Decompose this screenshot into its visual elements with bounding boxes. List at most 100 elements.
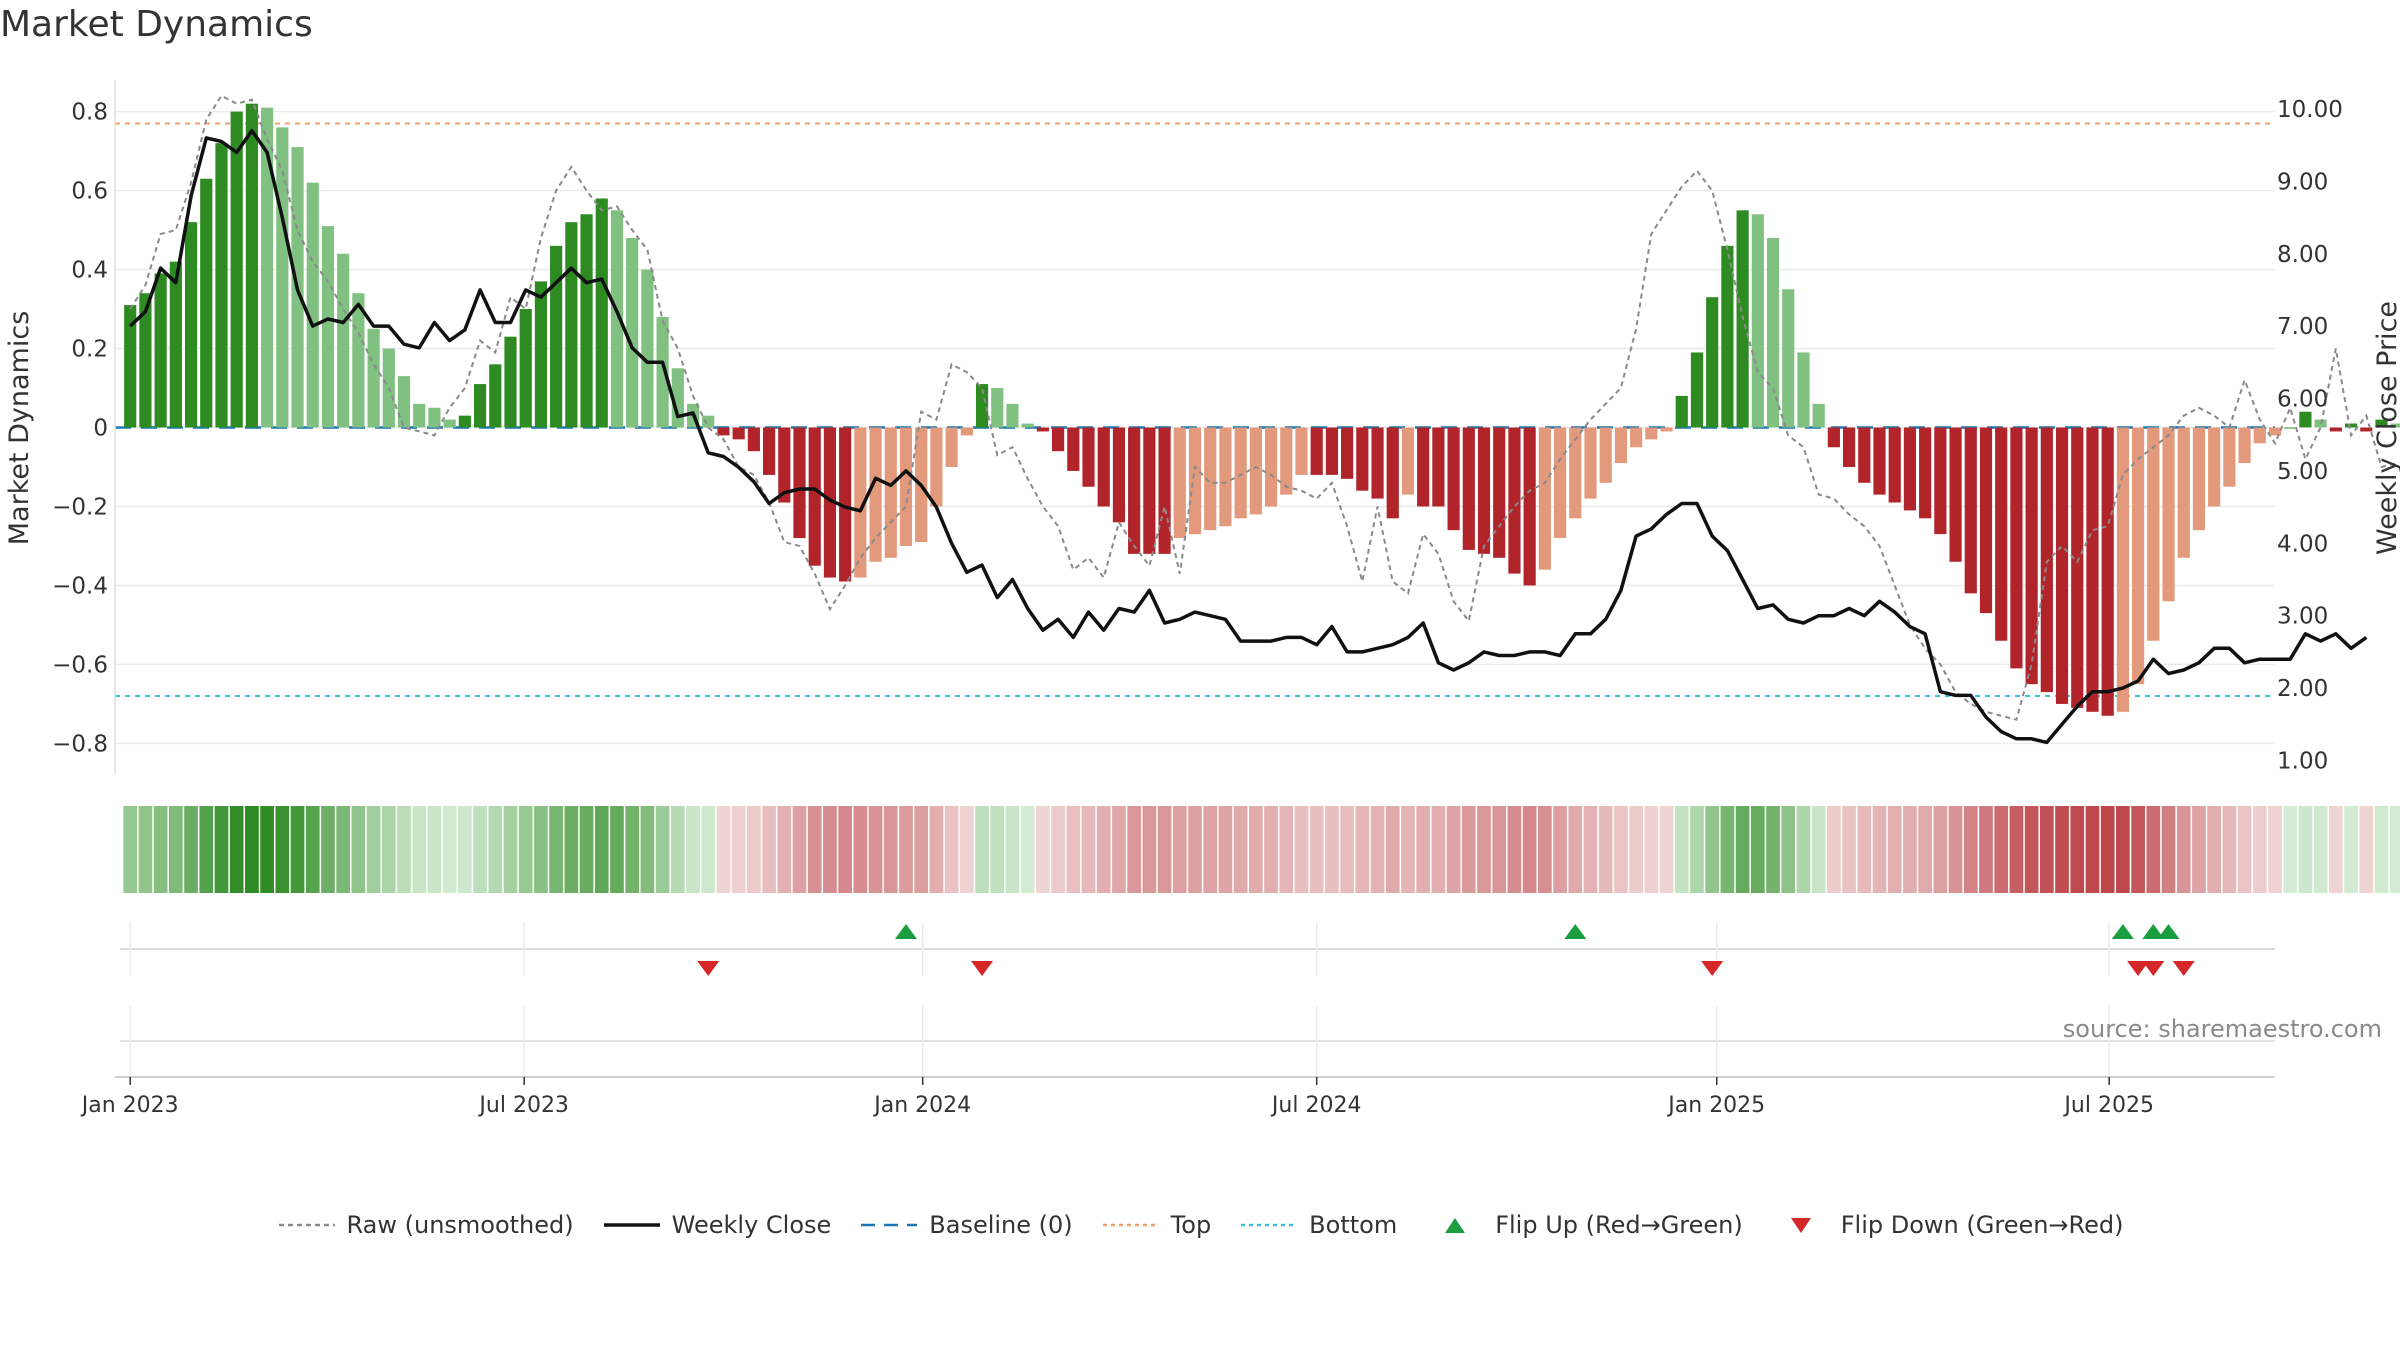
dynamics-bar: [702, 415, 715, 428]
heat-cell: [2222, 806, 2237, 893]
heat-cell: [686, 806, 700, 893]
dynamics-bar: [473, 384, 487, 428]
dynamics-bar: [1508, 427, 1521, 574]
dynamics-bar: [2329, 427, 2342, 432]
heat-cell: [1081, 806, 1096, 893]
dynamics-bar: [945, 427, 958, 467]
heat-cell: [777, 806, 792, 893]
heat-cell: [1979, 806, 1993, 893]
left-tick-label: 0.4: [71, 258, 108, 284]
heat-cell: [1340, 806, 1354, 893]
heat-cell: [1461, 806, 1476, 893]
dynamics-bar: [1843, 427, 1856, 467]
heat-cell: [610, 806, 624, 893]
heat-cell: [1796, 806, 1811, 893]
dynamics-bar: [2025, 427, 2038, 685]
heat-cell: [838, 806, 852, 893]
heat-cell: [1355, 806, 1370, 893]
dynamics-bar: [1934, 427, 1947, 535]
dynamics-bar: [580, 214, 593, 428]
dynamics-bar: [1173, 427, 1186, 539]
dynamics-bar: [1356, 427, 1369, 491]
dynamics-bar: [854, 427, 867, 578]
heat-cell: [123, 806, 138, 893]
x-tick-label: Jan 2023: [80, 1093, 179, 1118]
source-note: source: sharemaestro.com: [2062, 1015, 2382, 1043]
dynamics-bar: [2223, 427, 2236, 487]
flip-down-marker: [2172, 961, 2195, 976]
dynamics-bar: [1006, 403, 1019, 428]
heat-cell: [1842, 806, 1856, 893]
dynamics-bar: [823, 427, 837, 578]
heat-cell: [275, 806, 290, 893]
heat-cell: [1309, 806, 1324, 893]
dynamics-bar: [367, 328, 380, 428]
dynamics-bar: [960, 427, 973, 436]
dynamics-bar: [1325, 427, 1338, 475]
flip-down-marker: [2127, 961, 2150, 976]
heat-cell: [2024, 806, 2039, 893]
heat-cell: [625, 806, 640, 893]
dynamics-bar: [1477, 427, 1491, 554]
heat-cell: [640, 806, 655, 893]
dynamics-bar: [2162, 427, 2175, 602]
dynamics-bar: [2238, 427, 2251, 464]
heat-cell: [1005, 806, 1020, 893]
heat-cell: [1477, 806, 1491, 893]
dynamics-bar: [261, 107, 274, 428]
heat-cell: [397, 806, 411, 893]
legend-swatch: [1241, 1223, 1298, 1227]
heat-cell: [2131, 806, 2145, 893]
flip-up-marker: [2142, 924, 2165, 939]
right-tick-label: 7.00: [2277, 314, 2328, 340]
dynamics-bar: [1706, 297, 1719, 428]
heat-cell: [929, 806, 944, 893]
right-tick-label: 2.00: [2277, 676, 2328, 702]
heat-cell: [321, 806, 335, 893]
left-tick-label: 0: [93, 416, 108, 442]
heat-cell: [1036, 806, 1050, 893]
heat-cell: [1629, 806, 1643, 893]
dynamics-bar: [1067, 427, 1080, 471]
dynamics-bar: [1158, 427, 1171, 554]
legend-item: Flip Up (Red→Green): [1425, 1211, 1743, 1239]
left-tick-label: 0.2: [71, 337, 108, 363]
heat-cell: [1827, 806, 1841, 893]
heat-cell: [594, 806, 609, 893]
dynamics-bar: [1949, 427, 1962, 562]
legend-item: Weekly Close: [602, 1211, 831, 1239]
heat-cell: [2146, 806, 2161, 893]
dynamics-bar: [2116, 427, 2129, 712]
right-tick-label: 4.00: [2277, 531, 2328, 557]
chart-title: Market Dynamics: [0, 4, 313, 45]
heat-cell: [1188, 806, 1202, 893]
dynamics-bar: [534, 281, 547, 428]
legend: Raw (unsmoothed) Weekly Close Baseline (0)…: [0, 1205, 2400, 1245]
heat-cell: [549, 806, 563, 893]
heat-cell: [1416, 806, 1431, 893]
heat-cell: [579, 806, 594, 893]
dynamics-bar: [1462, 427, 1475, 550]
dynamics-bar: [610, 210, 624, 428]
heat-cell: [975, 806, 989, 893]
dynamics-bar: [2040, 427, 2053, 693]
dynamics-bar: [1964, 427, 1977, 594]
dynamics-bar: [397, 376, 411, 428]
dynamics-bar: [656, 316, 669, 428]
dynamics-bar: [2299, 411, 2312, 428]
dynamics-bar: [1447, 427, 1460, 531]
dynamics-bar: [1523, 427, 1536, 586]
dynamics-bar: [1386, 427, 1399, 519]
right-tick-label: 1.00: [2277, 749, 2328, 775]
legend-label: Bottom: [1309, 1211, 1398, 1239]
dynamics-bar: [899, 427, 913, 546]
heat-cell: [199, 806, 214, 893]
right-tick-label: 9.00: [2277, 169, 2328, 195]
dynamics-bar: [1919, 427, 1932, 519]
dynamics-bar: [1751, 214, 1764, 428]
legend-label: Flip Up (Red→Green): [1495, 1211, 1743, 1239]
dynamics-bar: [428, 407, 441, 428]
dynamics-bar: [1675, 395, 1688, 428]
heat-cell: [1203, 806, 1218, 893]
dynamics-bar: [200, 178, 213, 428]
